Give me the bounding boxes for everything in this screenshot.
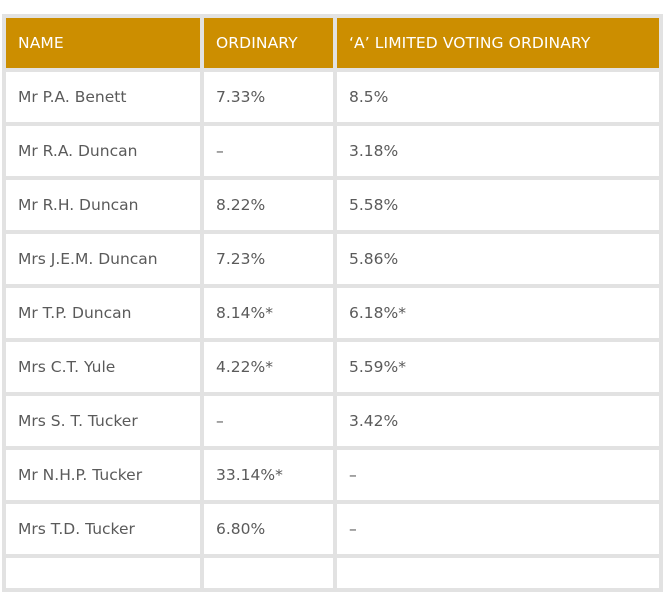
table-row: Mrs S. T. Tucker – 3.42% — [2, 392, 663, 450]
cell-name: Mr T.P. Duncan — [2, 284, 204, 342]
header-row: NAME ORDINARY ‘A’ LIMITED VOTING ORDINAR… — [2, 14, 663, 72]
cell-a-limited — [333, 554, 663, 592]
cell-a-limited: – — [333, 500, 663, 558]
table-row: Mrs C.T. Yule 4.22%* 5.59%* — [2, 338, 663, 396]
cell-a-limited: – — [333, 446, 663, 504]
table-row: Mrs J.E.M. Duncan 7.23% 5.86% — [2, 230, 663, 288]
cell-a-limited: 5.58% — [333, 176, 663, 234]
cell-name: Mr N.H.P. Tucker — [2, 446, 204, 504]
cell-a-limited: 3.42% — [333, 392, 663, 450]
table-row: Mr P.A. Benett 7.33% 8.5% — [2, 68, 663, 126]
cell-name: Mrs C.T. Yule — [2, 338, 204, 396]
cell-ordinary: 7.23% — [200, 230, 337, 288]
table-row-empty — [2, 554, 663, 592]
cell-a-limited: 6.18%* — [333, 284, 663, 342]
cell-name: Mr P.A. Benett — [2, 68, 204, 126]
cell-a-limited: 5.59%* — [333, 338, 663, 396]
cell-a-limited: 3.18% — [333, 122, 663, 180]
header-name: NAME — [2, 14, 204, 72]
cell-ordinary: 33.14%* — [200, 446, 337, 504]
cell-ordinary: 8.14%* — [200, 284, 337, 342]
table-row: Mr R.A. Duncan – 3.18% — [2, 122, 663, 180]
cell-a-limited: 8.5% — [333, 68, 663, 126]
cell-name: Mr R.A. Duncan — [2, 122, 204, 180]
cell-name: Mrs T.D. Tucker — [2, 500, 204, 558]
table-row: Mr T.P. Duncan 8.14%* 6.18%* — [2, 284, 663, 342]
table-row: Mr N.H.P. Tucker 33.14%* – — [2, 446, 663, 504]
cell-ordinary: – — [200, 122, 337, 180]
shareholding-table-container: NAME ORDINARY ‘A’ LIMITED VOTING ORDINAR… — [2, 14, 663, 592]
cell-ordinary: – — [200, 392, 337, 450]
cell-name: Mr R.H. Duncan — [2, 176, 204, 234]
cell-ordinary: 8.22% — [200, 176, 337, 234]
table-row: Mrs T.D. Tucker 6.80% – — [2, 500, 663, 558]
table-row: Mr R.H. Duncan 8.22% 5.58% — [2, 176, 663, 234]
cell-ordinary: 7.33% — [200, 68, 337, 126]
shareholding-table: NAME ORDINARY ‘A’ LIMITED VOTING ORDINAR… — [2, 14, 663, 592]
header-a-limited-voting-ordinary: ‘A’ LIMITED VOTING ORDINARY — [333, 14, 663, 72]
cell-a-limited: 5.86% — [333, 230, 663, 288]
cell-ordinary: 4.22%* — [200, 338, 337, 396]
table-body: Mr P.A. Benett 7.33% 8.5% Mr R.A. Duncan… — [2, 68, 663, 592]
header-ordinary: ORDINARY — [200, 14, 337, 72]
cell-name — [2, 554, 204, 592]
cell-name: Mrs J.E.M. Duncan — [2, 230, 204, 288]
cell-ordinary — [200, 554, 337, 592]
cell-ordinary: 6.80% — [200, 500, 337, 558]
cell-name: Mrs S. T. Tucker — [2, 392, 204, 450]
table-header: NAME ORDINARY ‘A’ LIMITED VOTING ORDINAR… — [2, 14, 663, 72]
